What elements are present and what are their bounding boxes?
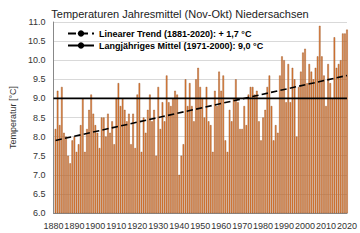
svg-text:1920: 1920: [127, 221, 147, 231]
svg-text:2020: 2020: [337, 221, 357, 231]
svg-text:1890: 1890: [64, 221, 84, 231]
svg-text:1880: 1880: [43, 221, 63, 231]
svg-text:Temperatur [°C]: Temperatur [°C]: [8, 86, 18, 149]
svg-text:6.0: 6.0: [33, 208, 46, 218]
svg-text:1950: 1950: [190, 221, 210, 231]
svg-text:1980: 1980: [253, 221, 273, 231]
svg-text:Temperaturen Jahresmittel (Nov: Temperaturen Jahresmittel (Nov-Okt) Nied…: [51, 8, 308, 20]
svg-text:1900: 1900: [85, 221, 105, 231]
svg-text:8.5: 8.5: [33, 113, 46, 123]
svg-text:1910: 1910: [106, 221, 126, 231]
svg-text:1930: 1930: [148, 221, 168, 231]
svg-text:9.5: 9.5: [33, 74, 46, 84]
svg-text:1990: 1990: [274, 221, 294, 231]
svg-text:1970: 1970: [232, 221, 252, 231]
svg-text:1960: 1960: [211, 221, 231, 231]
svg-text:Linearer Trend (1881-2020): +: Linearer Trend (1881-2020): + 1,7 °C: [99, 29, 252, 39]
svg-text:9.0: 9.0: [33, 93, 46, 103]
svg-text:1940: 1940: [169, 221, 189, 231]
svg-text:6.5: 6.5: [33, 189, 46, 199]
svg-text:7.5: 7.5: [33, 151, 46, 161]
svg-text:7.0: 7.0: [33, 170, 46, 180]
svg-text:8.0: 8.0: [33, 132, 46, 142]
svg-text:2000: 2000: [295, 221, 315, 231]
svg-text:10.5: 10.5: [28, 36, 46, 46]
svg-text:2010: 2010: [316, 221, 336, 231]
svg-text:Langjähriges Mittel (1971-2000: Langjähriges Mittel (1971-2000): 9,0 °C: [99, 41, 264, 51]
svg-text:11.0: 11.0: [29, 17, 46, 27]
svg-text:10.0: 10.0: [28, 55, 46, 65]
